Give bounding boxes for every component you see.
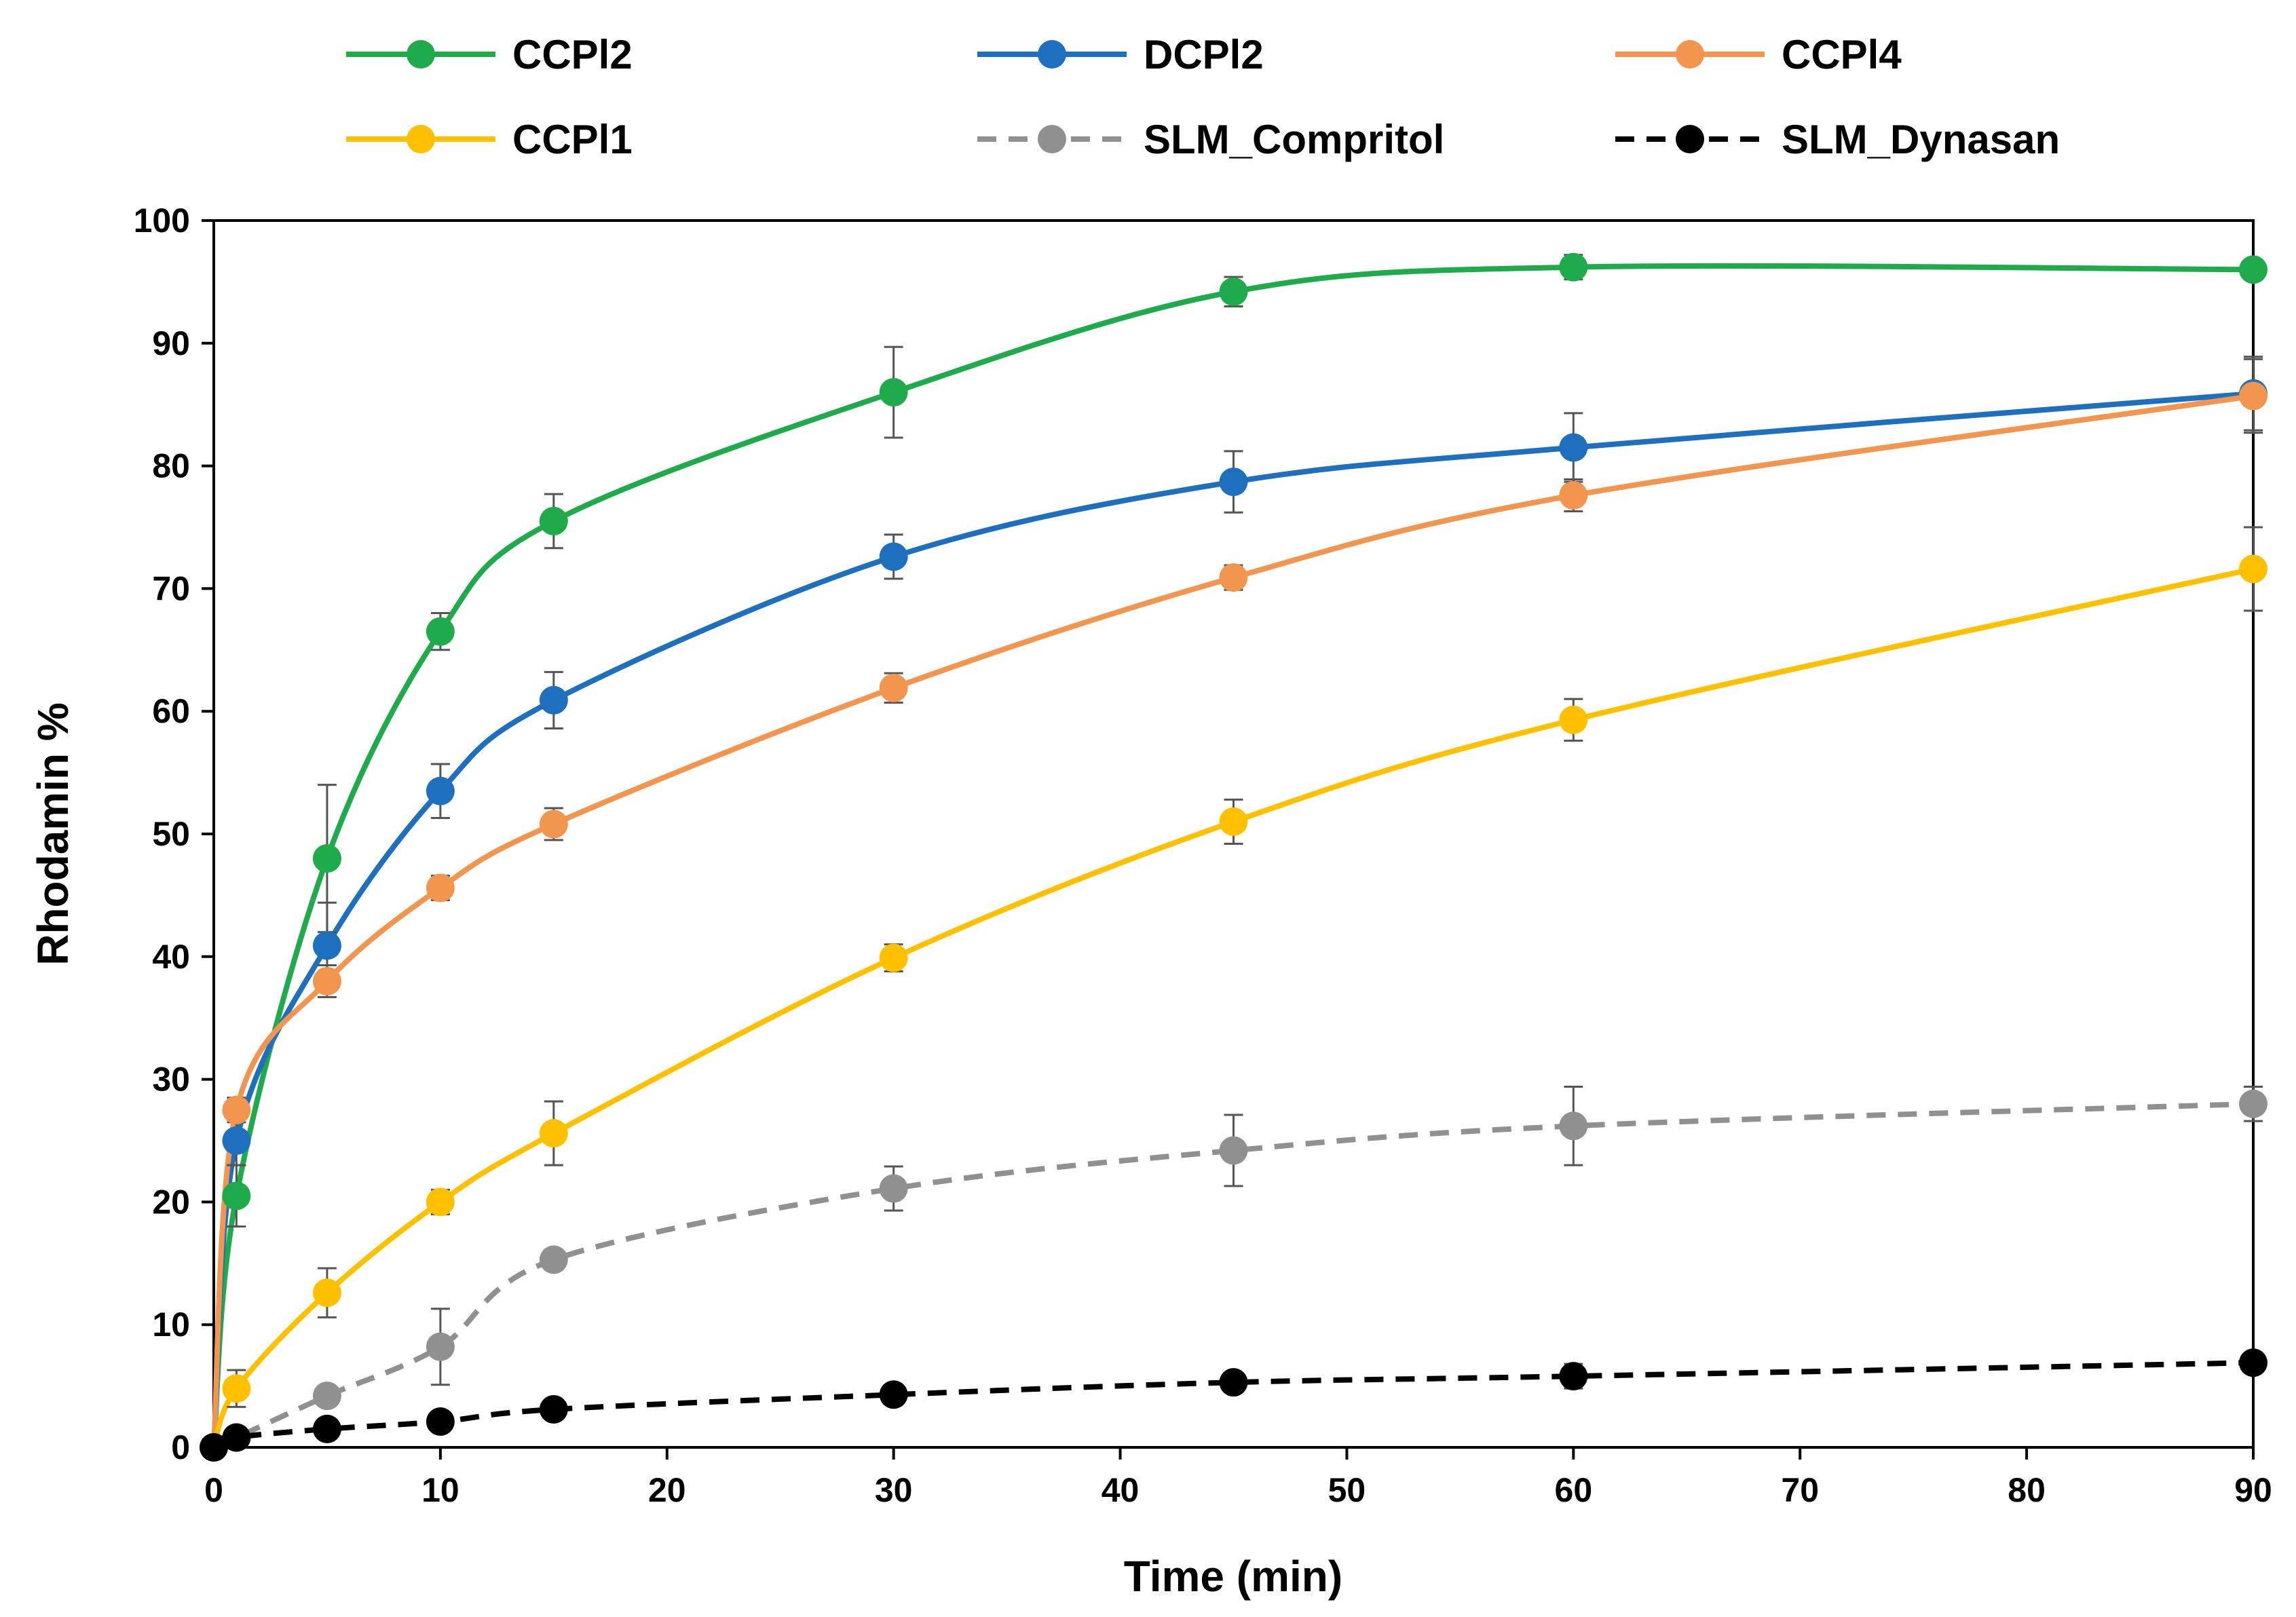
series-line-ccpl4 bbox=[211, 393, 2254, 1448]
legend-label-dcpl2: DCPl2 bbox=[1144, 32, 1264, 77]
legend-label-ccpl1: CCPl1 bbox=[512, 117, 633, 162]
legend-label-ccpl4: CCPl4 bbox=[1782, 32, 1902, 77]
data-point-slm-compritol bbox=[2239, 1089, 2267, 1118]
x-tick-label: 90 bbox=[2234, 1471, 2272, 1509]
y-tick-label: 10 bbox=[152, 1306, 190, 1344]
y-tick-label: 40 bbox=[152, 938, 190, 976]
legend-marker-dcpl2 bbox=[1038, 40, 1066, 69]
data-point-ccpl1 bbox=[879, 943, 908, 972]
x-tick-label: 10 bbox=[421, 1471, 459, 1509]
data-point-ccpl2 bbox=[2239, 255, 2267, 284]
y-tick-label: 60 bbox=[152, 692, 190, 730]
legend-marker-ccpl4 bbox=[1676, 40, 1704, 69]
data-point-ccpl4 bbox=[879, 673, 908, 702]
y-tick-label: 80 bbox=[152, 447, 190, 485]
data-point-slm-compritol bbox=[1559, 1111, 1588, 1141]
data-point-ccpl1 bbox=[1219, 807, 1248, 836]
data-point-ccpl1 bbox=[312, 1278, 341, 1308]
data-point-slm-dynasan bbox=[200, 1433, 228, 1462]
data-point-ccpl1 bbox=[426, 1187, 455, 1217]
y-axis-ticks: 0 10 20 30 40 50 60 70 80 90 100 bbox=[134, 202, 214, 1466]
y-tick-label: 0 bbox=[171, 1428, 190, 1466]
data-point-dcpl2 bbox=[222, 1126, 251, 1155]
x-tick-label: 80 bbox=[2008, 1471, 2046, 1509]
data-point-slm-dynasan bbox=[539, 1394, 568, 1424]
data-point-slm-dynasan bbox=[426, 1407, 455, 1437]
data-point-slm-dynasan bbox=[1219, 1368, 1248, 1397]
x-axis-title: Time (min) bbox=[1124, 1552, 1342, 1601]
legend-item-slm-dynasan: SLM_Dynasan bbox=[1615, 117, 2060, 162]
x-tick-label: 50 bbox=[1328, 1471, 1366, 1509]
x-axis-ticks: 0 10 20 30 40 50 60 70 80 90 bbox=[204, 1447, 2272, 1509]
data-point-dcpl2 bbox=[1559, 433, 1588, 462]
legend-item-dcpl2: DCPl2 bbox=[977, 32, 1264, 77]
data-point-ccpl4 bbox=[1219, 563, 1248, 592]
y-axis-title: Rhodamin % bbox=[29, 702, 77, 966]
x-tick-label: 70 bbox=[1781, 1471, 1819, 1509]
legend-item-ccpl4: CCPl4 bbox=[1615, 32, 1902, 77]
data-point-ccpl2 bbox=[1219, 277, 1248, 306]
data-markers bbox=[200, 252, 2267, 1462]
data-point-slm-compritol bbox=[539, 1245, 568, 1274]
x-tick-label: 20 bbox=[648, 1471, 686, 1509]
data-point-slm-compritol bbox=[312, 1382, 341, 1411]
data-point-ccpl2 bbox=[222, 1181, 251, 1211]
data-point-ccpl1 bbox=[539, 1119, 568, 1148]
data-point-ccpl4 bbox=[2239, 381, 2267, 411]
legend-label-slm-compritol: SLM_Compritol bbox=[1144, 117, 1444, 162]
data-point-ccpl4 bbox=[222, 1095, 251, 1124]
data-point-ccpl2 bbox=[426, 617, 455, 646]
y-tick-label: 30 bbox=[152, 1061, 190, 1099]
data-point-dcpl2 bbox=[539, 685, 568, 715]
legend-marker-ccpl2 bbox=[407, 40, 435, 69]
y-tick-label: 50 bbox=[152, 815, 190, 853]
data-point-slm-compritol bbox=[426, 1332, 455, 1361]
legend-label-ccpl2: CCPl2 bbox=[512, 32, 633, 77]
data-point-ccpl1 bbox=[222, 1374, 251, 1403]
data-point-ccpl4 bbox=[1559, 480, 1588, 510]
x-tick-label: 30 bbox=[875, 1471, 913, 1509]
data-point-dcpl2 bbox=[312, 931, 341, 960]
legend-marker-slm-dynasan bbox=[1676, 125, 1704, 153]
y-tick-label: 100 bbox=[134, 202, 190, 240]
legend-marker-slm-compritol bbox=[1038, 125, 1066, 153]
series-line-dcpl2 bbox=[211, 390, 2254, 1448]
data-point-dcpl2 bbox=[426, 776, 455, 805]
data-point-dcpl2 bbox=[1219, 468, 1248, 497]
data-point-slm-dynasan bbox=[222, 1423, 251, 1452]
data-point-dcpl2 bbox=[879, 542, 908, 571]
legend-item-ccpl2: CCPl2 bbox=[346, 32, 633, 77]
data-point-ccpl2 bbox=[312, 844, 341, 873]
data-point-slm-compritol bbox=[1219, 1136, 1248, 1165]
data-point-ccpl2 bbox=[1559, 252, 1588, 282]
data-point-ccpl1 bbox=[1559, 705, 1588, 734]
data-point-ccpl2 bbox=[539, 506, 568, 535]
y-tick-label: 90 bbox=[152, 324, 190, 362]
data-point-slm-dynasan bbox=[879, 1380, 908, 1409]
series-line-slm-dynasan bbox=[212, 1360, 2254, 1450]
data-point-ccpl1 bbox=[2239, 554, 2267, 584]
data-point-ccpl2 bbox=[879, 378, 908, 407]
data-point-slm-dynasan bbox=[312, 1414, 341, 1443]
data-point-ccpl4 bbox=[312, 966, 341, 995]
data-point-ccpl4 bbox=[426, 873, 455, 902]
x-tick-label: 0 bbox=[204, 1471, 223, 1509]
legend-item-slm-compritol: SLM_Compritol bbox=[977, 117, 1444, 162]
y-tick-label: 20 bbox=[152, 1183, 190, 1221]
data-point-ccpl4 bbox=[539, 810, 568, 839]
data-point-slm-compritol bbox=[879, 1174, 908, 1203]
legend-marker-ccpl1 bbox=[407, 125, 435, 153]
data-point-slm-dynasan bbox=[1559, 1362, 1588, 1391]
series-line-slm-compritol bbox=[212, 1101, 2254, 1450]
legend-item-ccpl1: CCPl1 bbox=[346, 117, 633, 162]
y-tick-label: 70 bbox=[152, 569, 190, 607]
legend: CCPl2 DCPl2 CCPl4 CCPl1 SLM_Compritol SLM_Dyn… bbox=[346, 32, 2060, 162]
data-point-slm-dynasan bbox=[2239, 1348, 2267, 1377]
x-tick-label: 40 bbox=[1102, 1471, 1140, 1509]
legend-label-slm-dynasan: SLM_Dynasan bbox=[1782, 117, 2060, 162]
x-tick-label: 60 bbox=[1555, 1471, 1593, 1509]
